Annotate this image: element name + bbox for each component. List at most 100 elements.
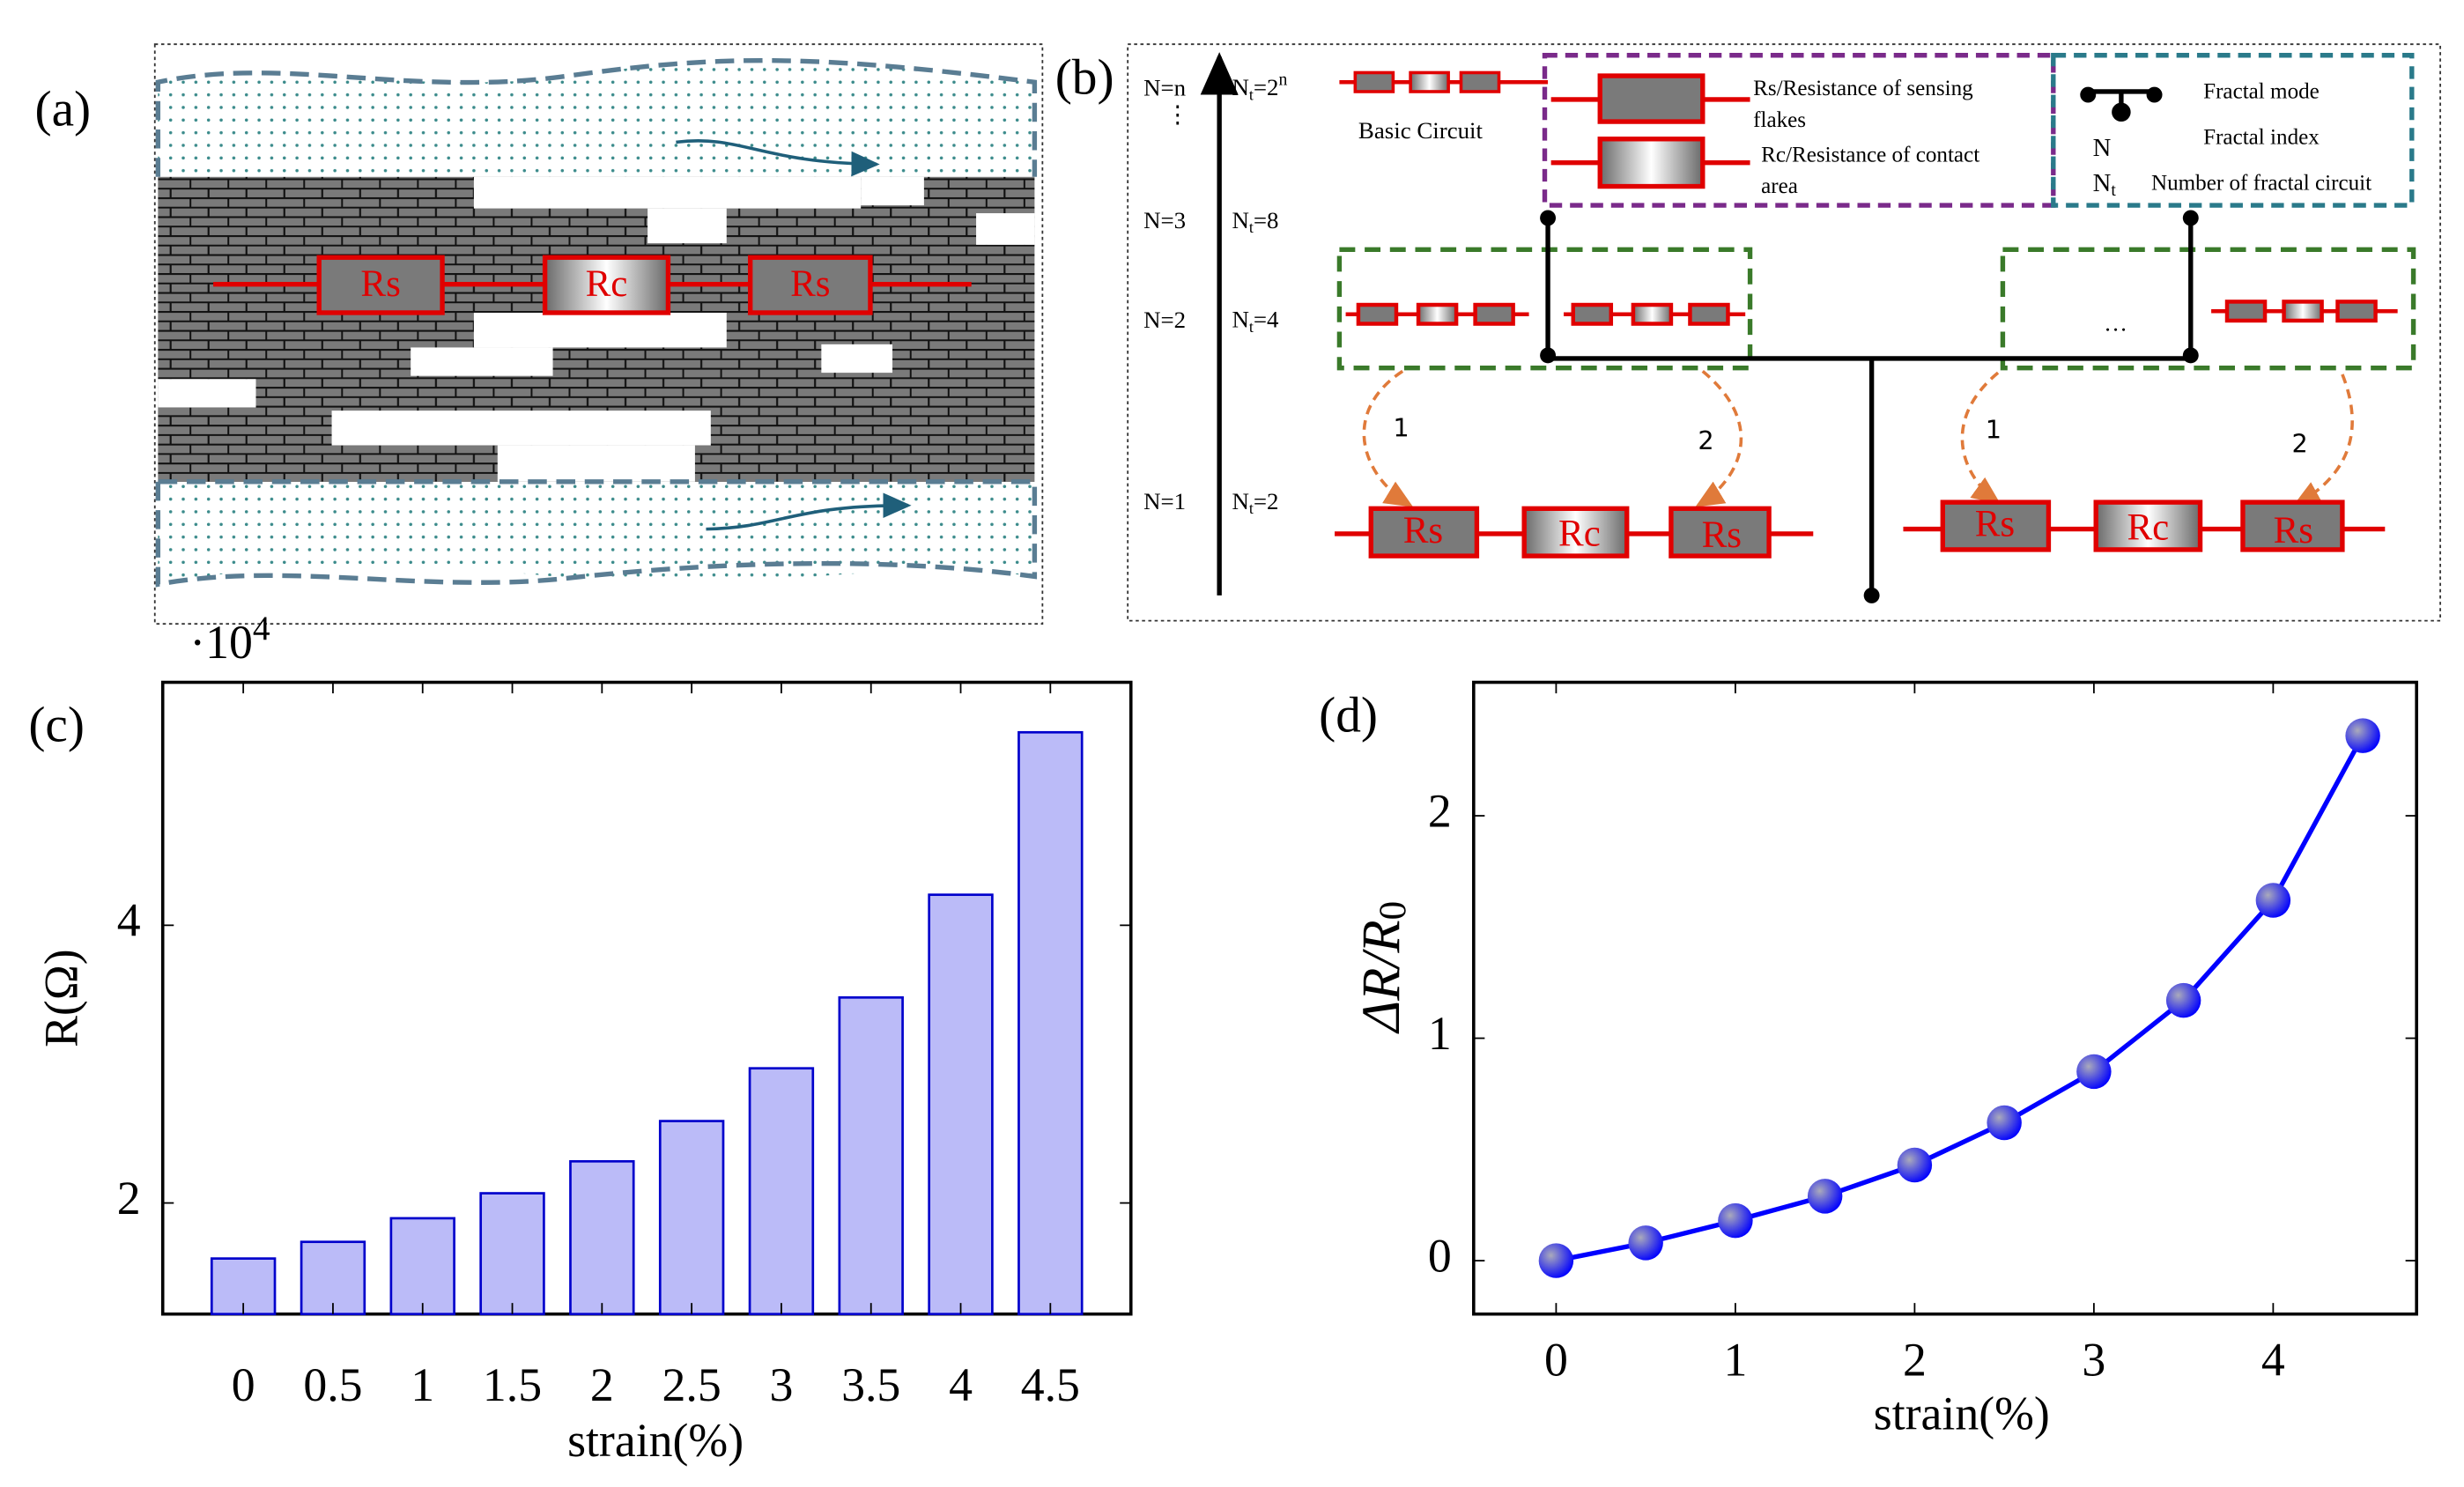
x-tick-label: 3.5 xyxy=(841,1358,900,1411)
legend-label: flakes xyxy=(1753,108,1806,132)
x-tick-label: 0.5 xyxy=(303,1358,362,1411)
fractal-mode-icon xyxy=(2080,86,2163,122)
resistor xyxy=(542,255,671,315)
resistor xyxy=(2240,499,2345,552)
data-point xyxy=(1807,1179,1843,1214)
branch-arrows xyxy=(1362,369,2354,507)
resistor xyxy=(1669,506,1772,559)
level-nt: Nt=8 xyxy=(1232,207,1279,236)
legend-resistor xyxy=(1597,137,1706,189)
ellipsis: … xyxy=(2104,310,2127,337)
resistor xyxy=(1521,506,1630,559)
layer-outline xyxy=(155,57,1038,177)
basic-circuit-label: Basic Circuit xyxy=(1358,117,1484,144)
resistor xyxy=(1940,499,2052,552)
legend-resistor xyxy=(1597,73,1706,124)
resistor-label: Rs xyxy=(1702,514,1742,556)
legend-label: area xyxy=(1761,174,1798,198)
legend-box xyxy=(2051,53,2415,208)
data-point xyxy=(2076,1054,2112,1090)
legend-box xyxy=(1542,53,2056,208)
panel-a: Rs Rc Rs xyxy=(153,43,1044,625)
legend-symbol: Nt xyxy=(2093,168,2117,199)
x-axis-label: strain(%) xyxy=(1874,1387,2050,1439)
panel-label: (d) xyxy=(1319,688,1378,744)
resistor-label: Rs xyxy=(2274,510,2313,551)
small-circuits xyxy=(1345,300,2398,326)
level-n: N=1 xyxy=(1143,488,1186,514)
flow-arrow xyxy=(676,138,880,177)
panel-label: (a) xyxy=(34,81,91,137)
basic-circuit-icon xyxy=(1339,70,1549,93)
dotted-layer xyxy=(158,60,1035,177)
bar xyxy=(838,995,904,1316)
panel-border xyxy=(1127,43,2441,622)
resistor-label: Rc xyxy=(2127,507,2169,548)
y-axis-label: ΔR/R0 xyxy=(1352,901,1414,1035)
resistor-label: Rs xyxy=(1975,504,2015,545)
plot-frame xyxy=(160,680,1133,1316)
y-tick-label: 0 xyxy=(1428,1229,1452,1282)
level-n: N=2 xyxy=(1143,307,1186,333)
legend-text: Rs/Resistance of sensing flakes Rc/Resis… xyxy=(1753,77,2372,200)
x-tick-label: 4 xyxy=(2261,1333,2285,1386)
data-point xyxy=(2345,718,2380,753)
level-labels: N=n Nt=2n ⋮ N=3 Nt=8 N=2 Nt=4 N=1 Nt=2 xyxy=(1143,70,1287,517)
x-tick-label: 1.5 xyxy=(483,1358,542,1411)
y-tick-label: 2 xyxy=(1428,784,1452,837)
resistor xyxy=(747,255,873,315)
bar xyxy=(748,1067,815,1316)
bar xyxy=(389,1217,455,1316)
level-nt: Nt=2n xyxy=(1232,70,1288,104)
x-tick-label: 3 xyxy=(769,1358,793,1411)
level-nt: Nt=2 xyxy=(1232,488,1279,517)
level-nt: Nt=4 xyxy=(1232,307,1280,336)
data-point xyxy=(1987,1105,2022,1141)
panel-border xyxy=(153,43,1044,625)
gaps xyxy=(158,176,1035,482)
resistor xyxy=(2093,499,2203,552)
x-tick-label: 2.5 xyxy=(662,1358,721,1411)
group-box xyxy=(2000,247,2416,371)
panel-b: N=n Nt=2n ⋮ N=3 Nt=8 N=2 Nt=4 N=1 Nt=2 B… xyxy=(1127,43,2441,622)
branch-labels: 1 2 1 2 xyxy=(1393,413,2307,459)
bar xyxy=(658,1120,725,1316)
axis-multiplier: ·104 xyxy=(189,609,270,669)
legend-symbol: N xyxy=(2093,134,2112,162)
bar xyxy=(300,1240,366,1316)
x-tick-label: 3 xyxy=(2082,1333,2105,1386)
x-tick-label: 0 xyxy=(1544,1333,1568,1386)
resistor-label: Rc xyxy=(1558,513,1601,554)
flow-arrow xyxy=(706,492,912,531)
bar xyxy=(569,1159,635,1316)
fractal-tree xyxy=(1540,210,2199,603)
resistor-label: Rs xyxy=(790,263,830,305)
data-point xyxy=(2165,982,2201,1018)
resistor-label: Rc xyxy=(586,263,628,305)
data-point xyxy=(1718,1202,1753,1239)
level-n: N=n xyxy=(1143,74,1187,100)
branch-label: 2 xyxy=(1698,425,1713,455)
y-tick-label: 1 xyxy=(1428,1007,1452,1060)
resistor-label: Rs xyxy=(1403,510,1443,551)
legend-label: Number of fractal circuit xyxy=(2151,172,2372,196)
bar xyxy=(479,1192,545,1316)
branch-label: 1 xyxy=(1393,413,1409,443)
resistor xyxy=(1368,506,1480,559)
data-point xyxy=(1897,1147,1933,1183)
data-point xyxy=(2255,883,2291,918)
legend-label: Fractal mode xyxy=(2203,80,2320,104)
data-point xyxy=(1628,1225,1663,1261)
panel-label: (b) xyxy=(1055,49,1114,105)
y-axis-label: R(Ω) xyxy=(35,949,88,1047)
resistor xyxy=(316,255,445,315)
x-tick-label: 2 xyxy=(1903,1333,1927,1386)
bar xyxy=(1017,730,1084,1316)
x-tick-label: 1 xyxy=(411,1358,434,1411)
y-tick-label: 2 xyxy=(117,1172,141,1224)
continuation: ⋮ xyxy=(1165,101,1189,128)
x-tick-label: 2 xyxy=(590,1358,614,1411)
x-tick-label: 4.5 xyxy=(1021,1358,1080,1411)
branch-label: 1 xyxy=(1986,414,2002,444)
layer-outline xyxy=(155,479,1038,588)
